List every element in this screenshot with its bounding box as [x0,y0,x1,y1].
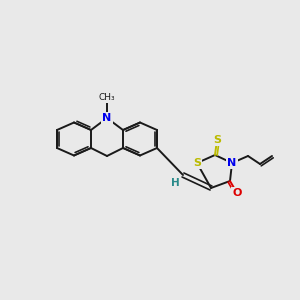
Text: N: N [102,113,112,123]
Text: N: N [227,158,237,168]
Text: CH₃: CH₃ [99,93,115,102]
Text: O: O [232,188,242,198]
Text: S: S [213,135,221,145]
Text: H: H [171,178,179,188]
Text: S: S [193,158,201,168]
